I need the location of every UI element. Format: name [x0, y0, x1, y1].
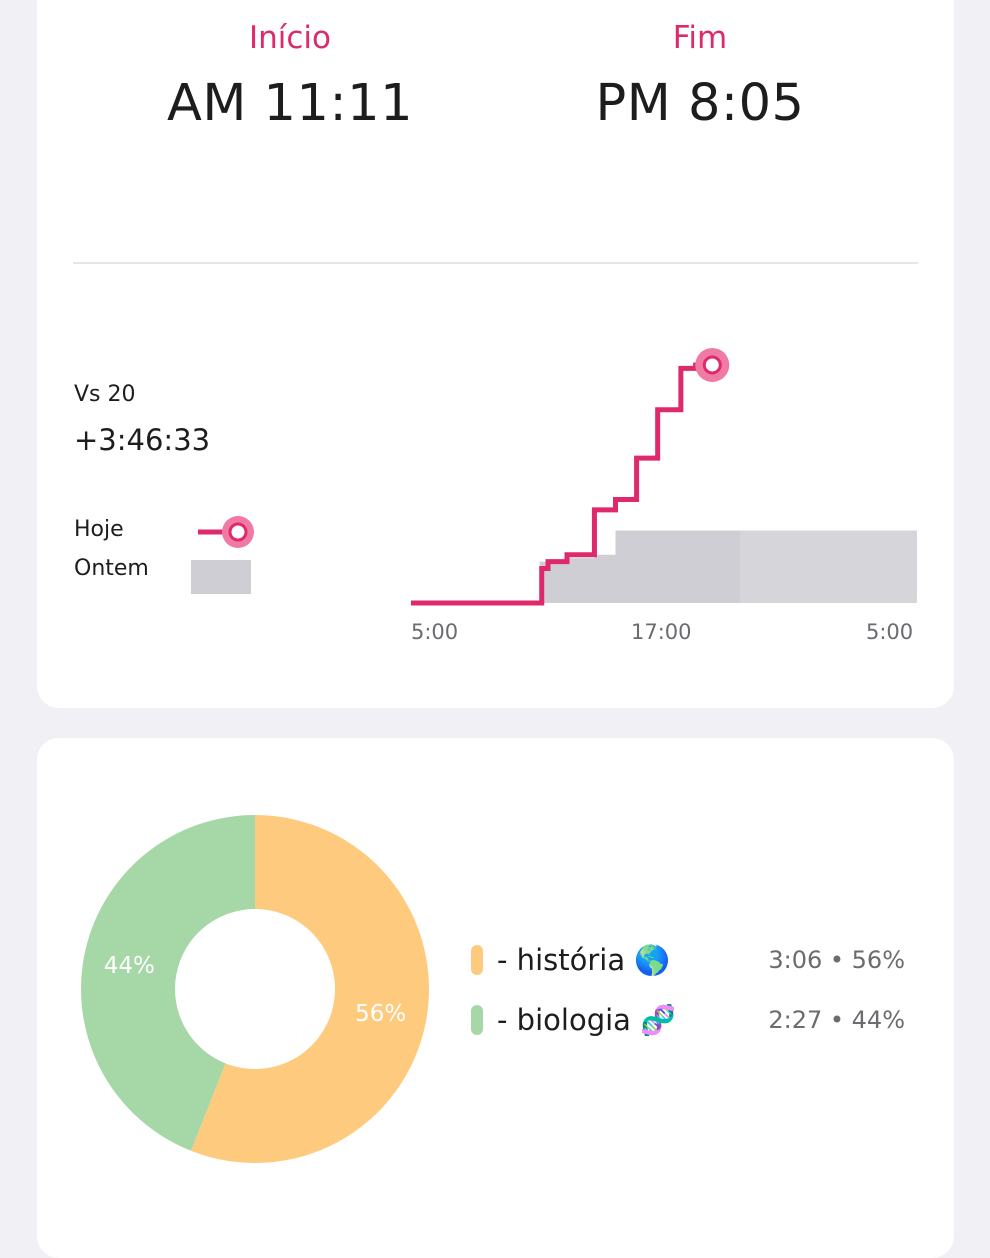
slice-label-biologia: 44%: [104, 953, 155, 979]
x-tick-0: 5:00: [411, 620, 459, 644]
series-hoje-endpoint-inner: [702, 355, 722, 375]
biologia-swatch: [471, 1005, 483, 1035]
end-label: Fim: [672, 20, 728, 56]
legend-row-historia[interactable]: - história 🌎 3:06 • 56%: [471, 940, 911, 980]
historia-label: - história 🌎: [497, 942, 671, 977]
vs-label: Vs 20: [74, 382, 136, 407]
start-time: AM 11:11: [166, 74, 414, 133]
end-time-block: Fim PM 8:05: [500, 20, 900, 134]
session-card: Início AM 11:11 Fim PM 8:05 Vs 20 +3:46:…: [37, 0, 954, 708]
end-time: PM 8:05: [595, 74, 805, 133]
start-label: Início: [248, 20, 332, 56]
x-tick-1: 17:00: [631, 620, 692, 644]
slice-label-historia: 56%: [355, 1001, 406, 1027]
slice-biologia: [80, 815, 255, 1151]
subjects-donut-chart: 56% 44%: [80, 815, 429, 1163]
legend-yesterday-label: Ontem: [74, 556, 149, 581]
series-ontem-tail: [739, 530, 917, 603]
slice-historia: [190, 815, 429, 1163]
vs-delta: +3:46:33: [74, 423, 211, 457]
start-time-block: Início AM 11:11: [90, 20, 490, 134]
comparison-chart: [411, 347, 917, 606]
divider: [73, 262, 918, 264]
biologia-label: - biologia 🧬: [497, 1002, 677, 1037]
x-tick-2: 5:00: [866, 620, 914, 644]
series-hoje-line: [411, 362, 709, 606]
historia-swatch: [471, 945, 483, 975]
legend-row-biologia[interactable]: - biologia 🧬 2:27 • 44%: [471, 1000, 911, 1040]
legend-today-label: Hoje: [74, 517, 124, 542]
subjects-card: 56% 44% - história 🌎 3:06 • 56% - biologi…: [37, 738, 954, 1258]
biologia-stat: 2:27 • 44%: [768, 1006, 905, 1034]
historia-stat: 3:06 • 56%: [768, 946, 905, 974]
